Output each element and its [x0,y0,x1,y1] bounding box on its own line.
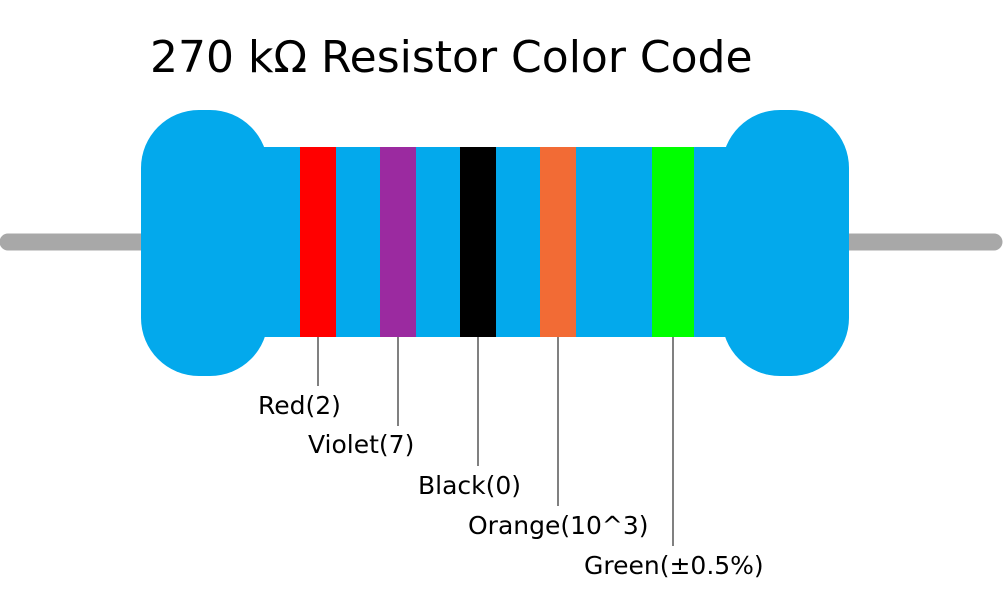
band-red [300,147,336,337]
band-black [460,147,496,337]
band-orange [540,147,576,337]
band-green [652,147,694,337]
diagram-title: 270 kΩ Resistor Color Code [150,32,753,83]
color-bands [300,147,694,337]
band-label-orange: Orange(10^3) [468,511,649,540]
band-label-red: Red(2) [258,391,341,420]
band-violet [380,147,416,337]
band-label-black: Black(0) [418,471,522,500]
band-label-green: Green(±0.5%) [584,551,764,580]
left-end-cap [141,110,268,376]
right-end-cap [722,110,849,376]
band-label-violet: Violet(7) [308,430,415,459]
leader-lines [317,337,674,546]
